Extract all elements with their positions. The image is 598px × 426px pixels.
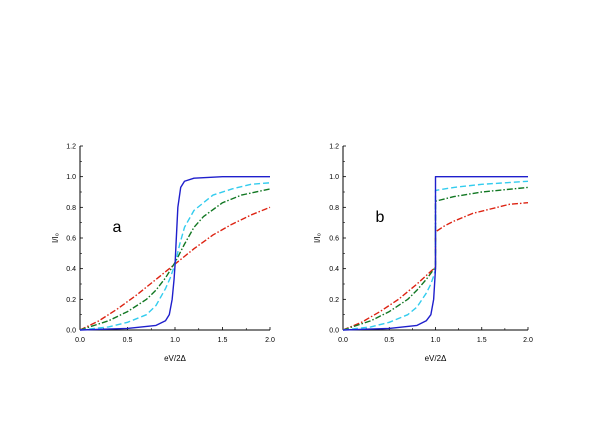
x-axis-label: eV/2Δ	[164, 354, 186, 363]
y-tick-label: 0.4	[66, 266, 76, 273]
y-tick-label: 0.6	[66, 236, 76, 243]
x-axis-label: eV/2Δ	[425, 354, 447, 363]
x-tick-label: 2.0	[265, 337, 275, 344]
y-tick-label: 0.2	[329, 297, 339, 304]
series-line-1	[79, 175, 270, 331]
y-tick-label: 0.0	[329, 328, 339, 335]
y-tick-label: 1.2	[329, 144, 339, 151]
y-tick-label: 0.6	[329, 236, 339, 243]
y-tick-label: 0.2	[66, 297, 76, 304]
x-tick-label: 1.5	[218, 337, 228, 344]
y-tick-label: 0.8	[66, 205, 76, 212]
panel-label: b	[376, 209, 385, 226]
x-tick-label: 2.0	[523, 337, 533, 344]
series-line-2	[342, 180, 529, 331]
y-axis-label: I/I₀	[51, 233, 60, 243]
x-tick-label: 0.5	[123, 337, 133, 344]
x-tick-label: 0.0	[338, 337, 348, 344]
series-line-4	[342, 202, 529, 331]
chart-panel-b: 0.0 0.2 0.4 0.6 0.8 1.0 1.2 0.0 0.5 1.0 1.5 2.0 eV/2…	[313, 144, 533, 364]
panel-label: a	[113, 219, 122, 236]
y-tick-label: 1.0	[66, 174, 76, 181]
chart-panel-a: 0.0 0.2 0.4 0.6 0.8 1.0 1.2 0.0 0.5 1.0 1.5 2.0 eV/2…	[51, 144, 275, 364]
y-tick-label: 0.8	[329, 205, 339, 212]
y-tick-label: 0.0	[66, 328, 76, 335]
x-tick-label: 1.5	[477, 337, 487, 344]
y-axis-label: I/I₀	[313, 233, 322, 243]
x-tick-label: 0.5	[384, 337, 394, 344]
x-tick-label: 1.0	[431, 337, 441, 344]
series-line-3	[342, 186, 529, 331]
x-tick-label: 0.0	[75, 337, 85, 344]
y-tick-label: 1.0	[329, 174, 339, 181]
y-tick-label: 1.2	[66, 144, 76, 151]
series-line-1	[342, 175, 528, 331]
y-tick-label: 0.4	[329, 266, 339, 273]
x-tick-label: 1.0	[170, 337, 180, 344]
